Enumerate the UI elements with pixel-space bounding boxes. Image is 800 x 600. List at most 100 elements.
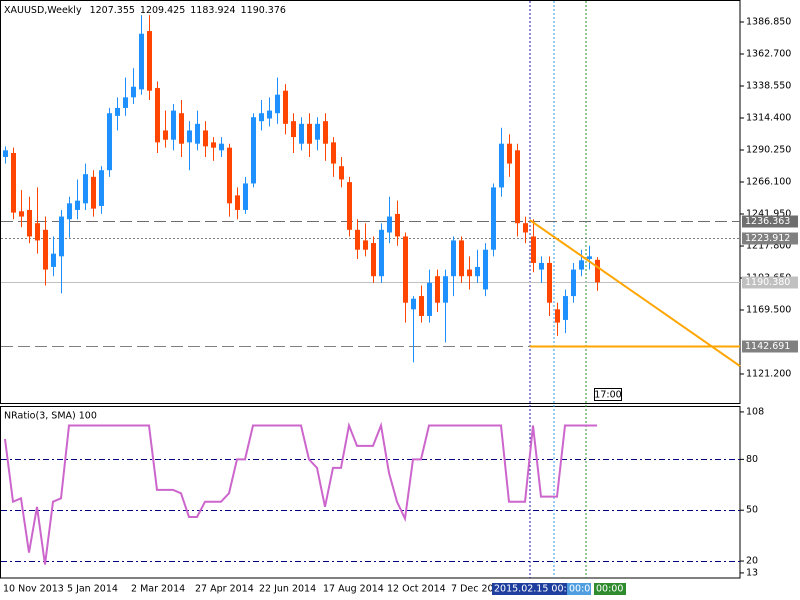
level-label-box [742,340,798,353]
candle-body [411,298,416,310]
candle-body [587,256,592,259]
level-label-box [742,232,798,245]
x-tick-label: 22 Jun 2014 [259,584,316,595]
y-tick-label: 1386.850 [746,16,791,27]
level-label: 1236.363 [745,216,790,227]
candle-body [299,123,304,144]
candle-body [315,123,320,140]
candle-body [539,262,544,270]
indicator-title: NRatio(3, SMA) 100 [4,411,97,422]
candle-body [27,209,32,237]
candle-body [219,143,224,151]
header-high: 1209.425 [140,5,185,16]
time-label-box [567,583,591,595]
candle-body [91,176,96,209]
candle-body [523,223,528,233]
trend-line [529,219,741,367]
y-tick-label: 50 [746,505,758,516]
y-tick-label: 20 [746,556,758,567]
candle-body [107,113,112,171]
candle-body [259,113,264,122]
candle-body [483,249,488,290]
time-label-box [594,583,626,595]
x-tick-label: 17 Aug 2014 [323,584,384,595]
level-label: 1190.380 [745,277,790,288]
candle-body [155,88,160,143]
candle-body [67,203,72,220]
symbol: XAUUSD,Weekly [4,5,82,16]
candle-body [475,266,480,277]
candle-body [427,282,432,316]
cursor-box [594,388,622,401]
candle-body [251,117,256,184]
candle-body [115,107,120,116]
x-tick-label: 5 Jan 2014 [67,584,118,595]
y-tick-label: 108 [746,406,764,417]
candle-body [147,31,152,91]
candle-body [459,240,464,277]
price-panel [0,0,741,404]
candle-body [571,269,576,297]
x-tick-label: 27 Apr 2014 [195,584,254,595]
header-close: 1190.376 [241,5,286,16]
time-label-box [492,583,567,595]
candle-body [491,187,496,250]
y-tick-label: 13 [746,567,758,578]
candle-body [43,229,48,270]
candle-body [163,130,168,140]
candle-body [531,236,536,263]
candle-body [331,142,336,164]
x-tick-label: 12 Oct 2014 [387,584,446,595]
candle-body [19,211,24,217]
y-tick-label: 1241.950 [746,208,791,219]
candle-body [187,130,192,143]
time-label: 00:00 [569,584,596,595]
y-tick-label: 1266.100 [746,176,791,187]
candle-body [443,276,448,303]
plot [1,15,741,565]
candle-body [291,121,296,138]
candle-body [131,86,136,98]
candle-body [51,253,56,267]
candle-body [515,150,520,224]
candle-body [307,123,312,144]
level-label: 1223.912 [745,233,790,244]
candle-body [123,97,128,108]
chart-header: XAUUSD,Weekly 1207.355 1209.425 1183.924 119… [4,5,286,16]
candle-body [467,269,472,277]
header-open: 1207.355 [90,5,135,16]
candle-body [35,223,40,241]
candle-body [355,229,360,250]
candle-body [59,216,64,257]
candle-body [379,229,384,277]
y-tick-label: 1121.200 [746,368,791,379]
header-low: 1183.924 [190,5,235,16]
candle-body [235,195,240,210]
y-tick-label: 80 [746,454,758,465]
cursor-label: 17:00 [594,390,621,401]
candle-body [243,183,248,210]
candle-body [563,296,568,320]
candle-body [435,276,440,303]
candle-body [339,166,344,180]
candle-body [211,142,216,148]
candle-body [267,110,272,119]
candle-body [403,236,408,303]
candle-body [3,150,8,157]
candle-body [451,240,456,277]
candle-body [555,309,560,323]
x-tick-label: 7 Dec 2014 [451,584,506,595]
time-label: 00:00 [596,584,623,595]
candle-body [83,174,88,204]
indicator-panel [0,406,741,579]
candle-body [275,94,280,114]
candle-body [195,123,200,144]
time-label: 2015.02.15 00:00 [494,584,579,595]
candle-body [283,90,288,124]
candle-body [387,216,392,233]
candle-body [75,200,80,210]
candle-body [419,296,424,316]
x-tick-label: 2 Mar 2014 [131,584,185,595]
candle-body [179,113,184,144]
